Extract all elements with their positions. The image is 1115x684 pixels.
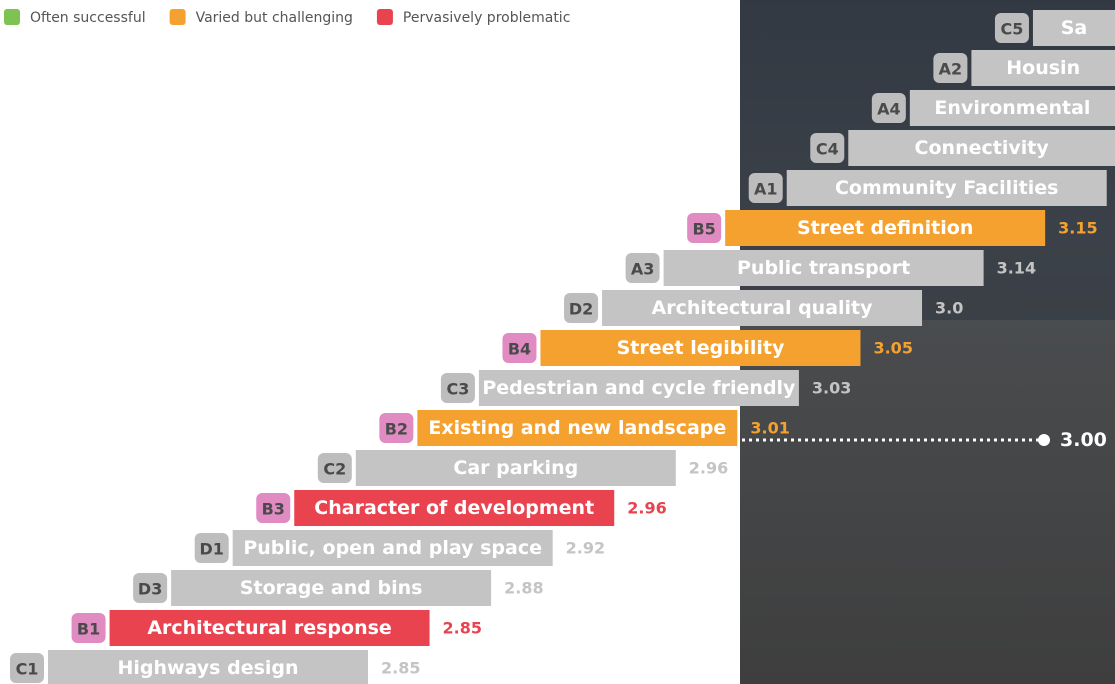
bar-label: Character of development [314,497,594,519]
bar [602,290,923,326]
bar [971,50,1115,86]
bar [417,410,738,446]
bar-label: Public, open and play space [243,537,542,559]
bar-label: Street legibility [617,337,785,359]
bar [1032,10,1115,46]
value-label: 3.15 [1058,219,1097,238]
bar-label: Housin [1006,57,1080,79]
reference-label: 3.00 [1060,429,1107,451]
value-label: 2.92 [566,539,605,558]
code: C1 [16,660,39,679]
bar-label: Architectural quality [652,297,874,319]
bar [478,370,799,406]
legend-label: Pervasively problematic [403,10,570,26]
code: B5 [692,220,715,239]
code: D2 [569,300,593,319]
code: C4 [816,140,839,159]
bar-label: Storage and bins [240,577,423,599]
code-badge [564,293,599,323]
legend-label: Varied but challenging [196,10,353,26]
bar-label: Existing and new landscape [428,417,726,439]
code-badge [440,373,475,403]
code: C5 [1001,20,1024,39]
bar [725,210,1046,246]
value-label: 2.88 [504,579,543,598]
bar-label: Highways design [117,657,298,679]
code: A3 [631,260,655,279]
code-badge [748,173,783,203]
code: B4 [508,340,531,359]
code: C3 [446,380,469,399]
code: C2 [323,460,346,479]
bar [294,490,615,526]
legend-label: Often successful [30,10,146,26]
legend-swatch [169,9,186,25]
value-label: 2.85 [381,659,420,678]
code: B3 [262,500,285,519]
bar-label: Public transport [737,257,910,279]
bar [909,90,1115,126]
bar [848,130,1115,166]
bar-label: Architectural response [147,617,391,639]
bar [48,650,368,684]
value-label: 3.03 [812,379,851,398]
value-label: 3.05 [873,339,912,358]
bar-label: Community Facilities [835,177,1059,199]
value-label: 2.96 [627,499,666,518]
code: B2 [385,420,408,439]
code: B1 [77,620,100,639]
code: A1 [754,180,778,199]
bar-label: Street definition [797,217,973,239]
code-badge [133,573,168,603]
code-badge [625,253,660,283]
code: A2 [939,60,963,79]
code-badge [10,653,44,683]
bar [663,250,984,286]
code-badge [687,213,722,243]
bar [355,450,676,486]
bar-label: Car parking [453,457,578,479]
bar-label: Connectivity [915,137,1050,159]
code-badge [810,133,845,163]
code-badge [871,93,906,123]
reference-dot [1038,434,1050,446]
bar-label: Environmental [934,97,1090,119]
bar [109,610,430,646]
code: D3 [138,580,162,599]
value-label: 2.96 [689,459,728,478]
code-badge [379,413,414,443]
code-badge [994,13,1029,43]
legend-swatch [376,9,393,25]
value-label: 3.14 [997,259,1036,278]
code-badge [194,533,229,563]
bar [232,530,553,566]
code-badge [256,493,291,523]
value-label: 3.0 [935,299,963,318]
code: A4 [877,100,901,119]
code-badge [933,53,968,83]
bar [171,570,492,606]
bar-label: Sa [1061,17,1088,39]
code: D1 [199,540,223,559]
code-badge [317,453,352,483]
bar [786,170,1107,206]
legend-swatch [4,9,20,25]
code-badge [502,333,537,363]
bar-label: Pedestrian and cycle friendly [482,377,796,399]
value-label: 3.01 [750,419,789,438]
value-label: 2.85 [443,619,482,638]
bar [540,330,861,366]
code-badge [71,613,106,643]
